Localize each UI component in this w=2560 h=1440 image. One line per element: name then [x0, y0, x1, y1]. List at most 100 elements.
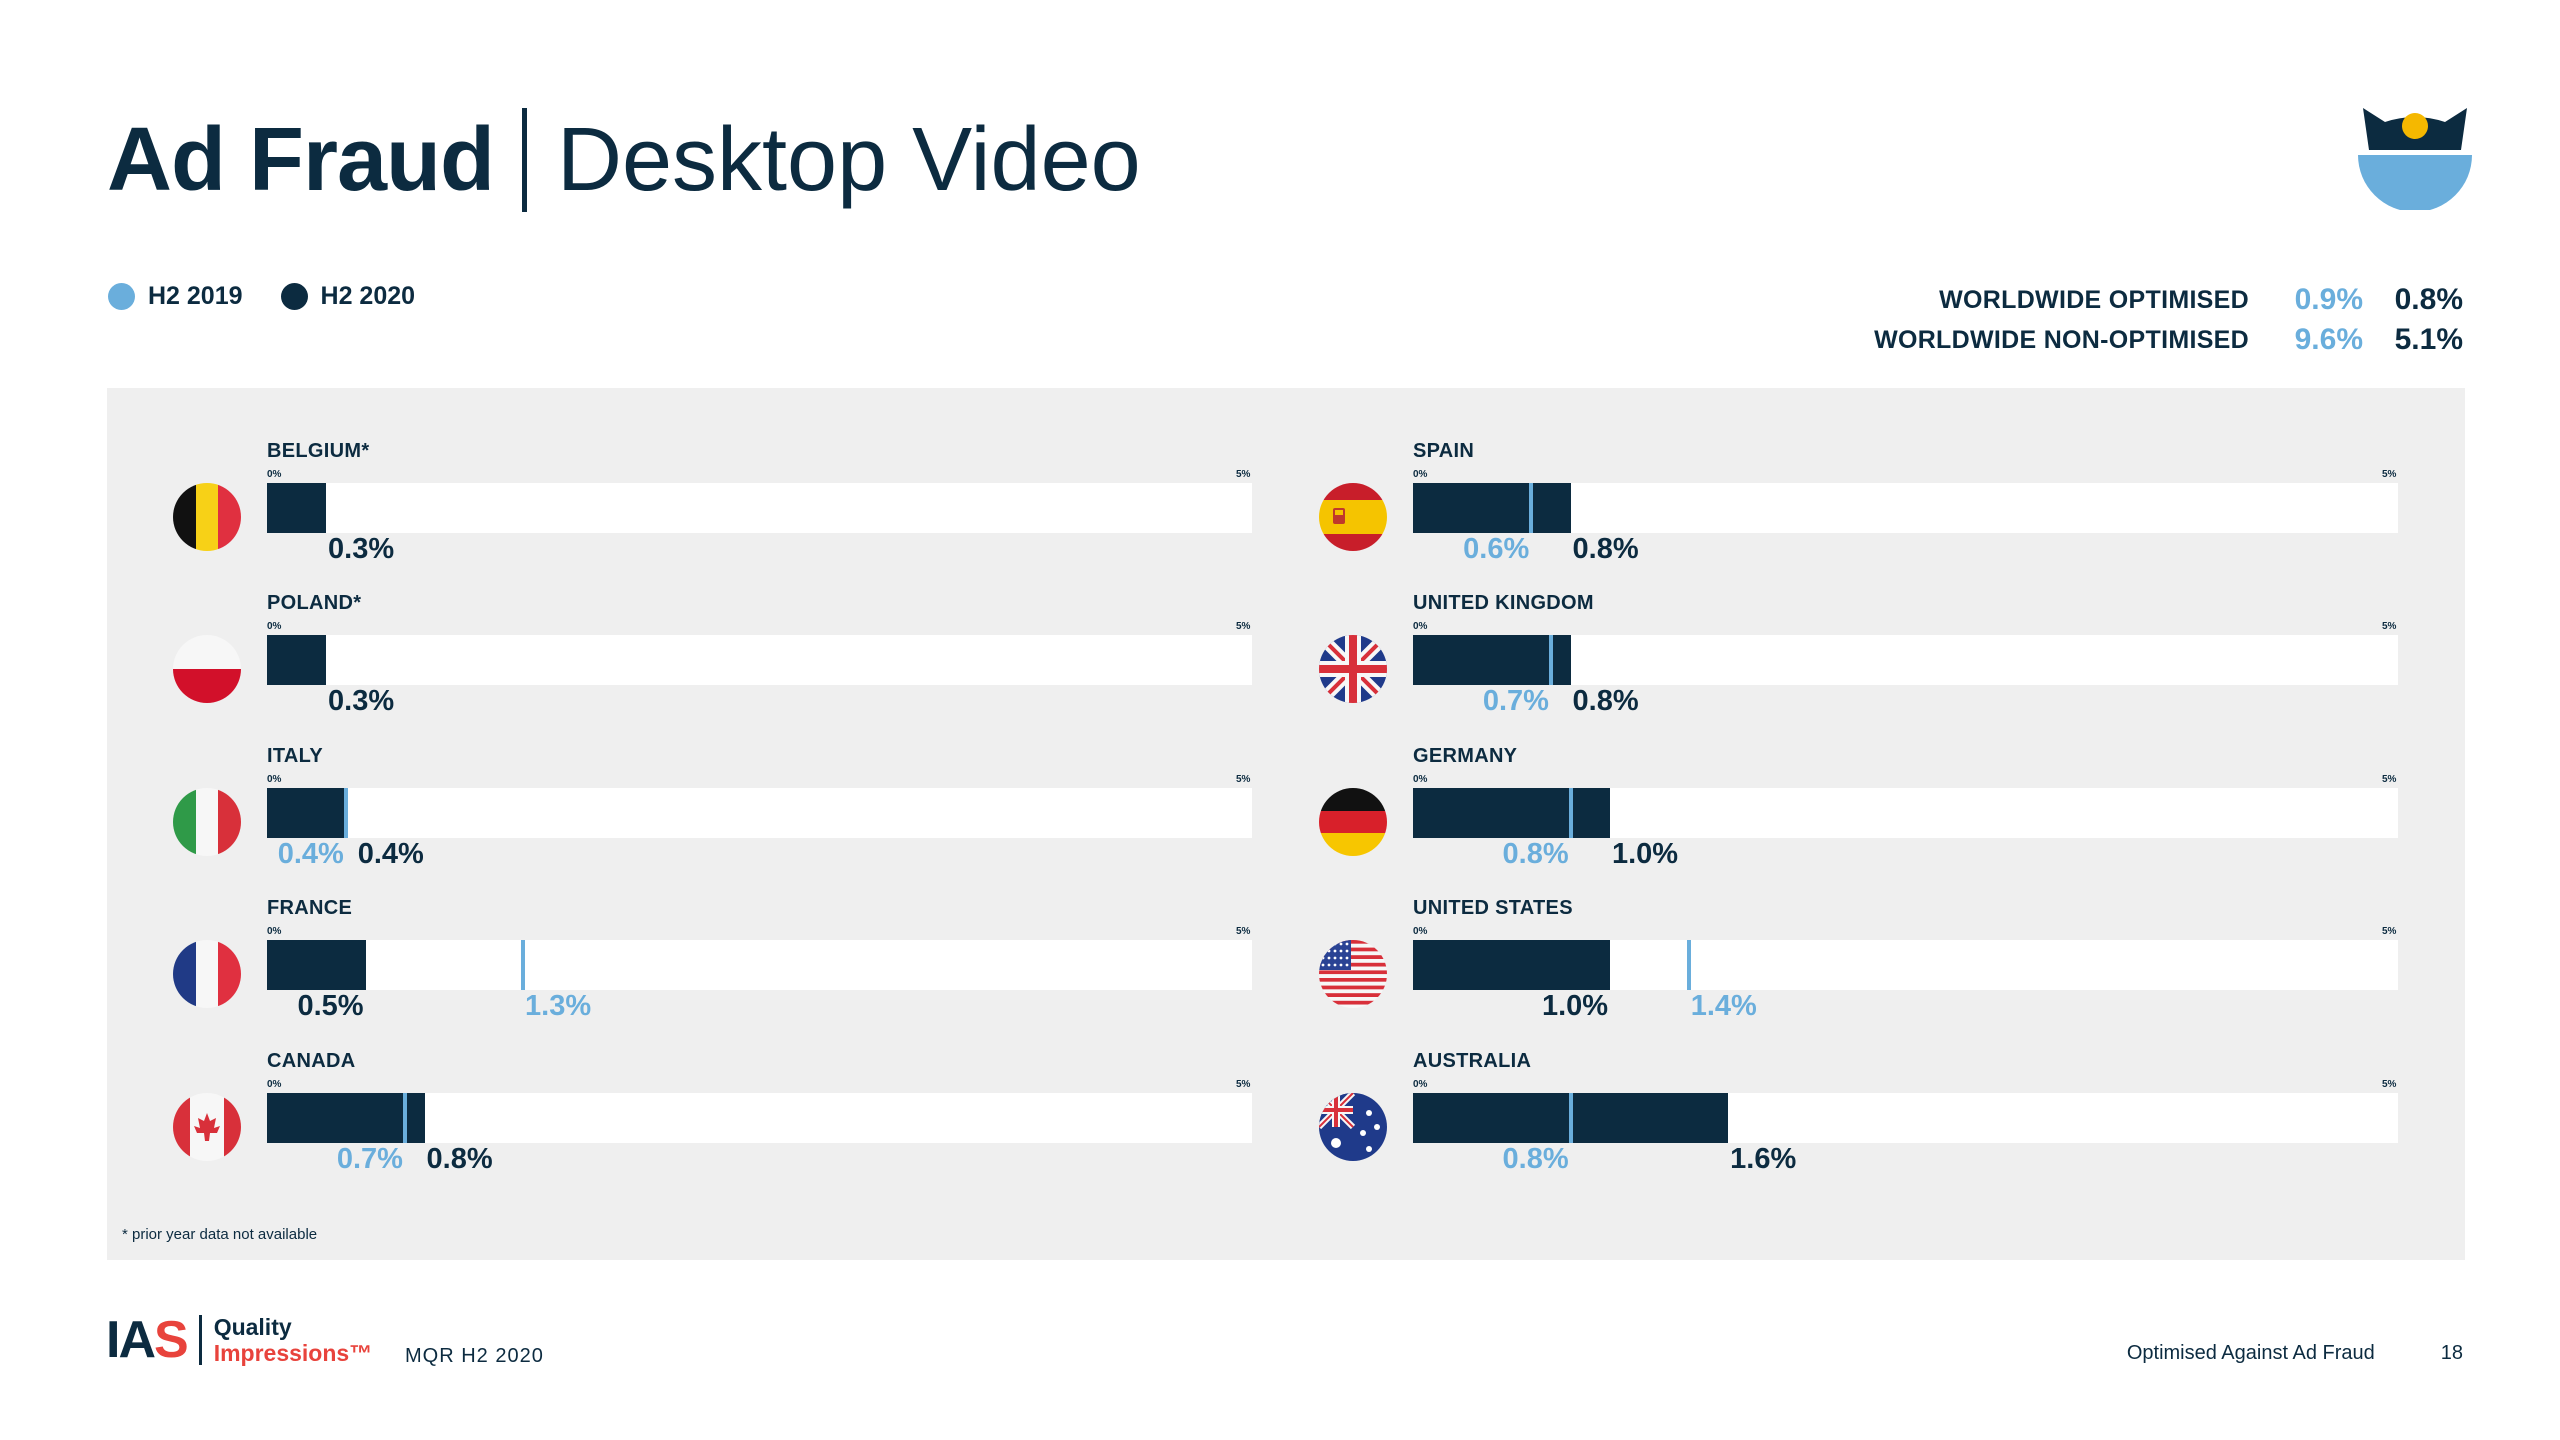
axis-max-label: 5% [2382, 1078, 2397, 1090]
axis-max-label: 5% [2382, 926, 2397, 938]
report-name: MQR H2 2020 [405, 1345, 544, 1367]
axis-min-label: 0% [267, 926, 282, 938]
axis-max-label: 5% [1236, 469, 1251, 480]
axis-max-label: 5% [1236, 773, 1251, 785]
value-h2-2020-italy: 0.4% [357, 837, 424, 870]
marker-h2-2019-australia [1568, 1092, 1573, 1143]
logo-divider [198, 1315, 202, 1365]
country-label-united-kingdom: UNITED KINGDOM [1413, 592, 1594, 615]
bar-h2-2020-italy [267, 787, 346, 838]
value-h2-2019-canada: 0.7% [336, 1142, 403, 1175]
marker-h2-2019-united-states [1686, 940, 1691, 991]
value-h2-2020-belgium: 0.3% [328, 533, 395, 565]
bar-h2-2020-poland [267, 635, 327, 686]
value-h2-2019-united-states: 1.4% [1690, 990, 1757, 1023]
title-bold: Ad Fraud [107, 109, 495, 210]
axis-min-label: 0% [267, 773, 282, 785]
bar-h2-2020-canada [267, 1092, 425, 1143]
legend: H2 2019 H2 2020 [108, 282, 453, 311]
chart-panel: * prior year data not available BELGIUM*… [107, 388, 2465, 1260]
bar-track-canada [267, 1092, 1252, 1143]
bar-track-poland [267, 635, 1252, 686]
axis-min-label: 0% [1413, 621, 1428, 633]
bar-track-spain [1413, 483, 2398, 533]
usa-flag-icon [1319, 940, 1387, 1009]
value-h2-2020-france: 0.5% [297, 990, 364, 1023]
country-label-spain: SPAIN [1413, 440, 1475, 462]
axis-min-label: 0% [1413, 469, 1428, 480]
bar-track-belgium [267, 483, 1252, 533]
value-h2-2019-united-kingdom: 0.7% [1482, 685, 1549, 718]
ias-mascot-icon [2355, 100, 2475, 212]
france-flag-icon [173, 940, 241, 1009]
value-h2-2020-germany: 1.0% [1611, 837, 1679, 870]
legend-item-2019: H2 2019 [108, 282, 243, 311]
legend-dot-2019 [108, 283, 135, 310]
worldwide-optimised-row: WORLDWIDE OPTIMISED 0.9% 0.8% [1874, 280, 2463, 320]
axis-max-label: 5% [2382, 469, 2397, 480]
worldwide-optimised-label: WORLDWIDE OPTIMISED [1939, 285, 2249, 314]
axis-max-label: 5% [1236, 926, 1251, 938]
bar-track-germany [1413, 787, 2398, 838]
axis-min-label: 0% [267, 1078, 282, 1090]
axis-max-label: 5% [1236, 1078, 1251, 1090]
value-h2-2020-spain: 0.8% [1572, 533, 1639, 565]
ias-logo: IAS Quality Impressions™ [106, 1314, 372, 1366]
worldwide-summary: WORLDWIDE OPTIMISED 0.9% 0.8% WORLDWIDE … [1874, 280, 2463, 360]
footnote: * prior year data not available [122, 1226, 318, 1243]
value-h2-2020-united-kingdom: 0.8% [1572, 685, 1639, 718]
marker-h2-2019-canada [402, 1092, 407, 1143]
ias-wordmark: IAS [106, 1314, 189, 1366]
country-label-italy: ITALY [267, 744, 323, 767]
worldwide-non-optimised-2020: 5.1% [2394, 323, 2463, 356]
bar-track-italy [267, 787, 1252, 838]
page-number: 18 [2440, 1342, 2463, 1364]
axis-max-label: 5% [2382, 621, 2397, 633]
poland-flag-icon [173, 635, 241, 704]
bar-h2-2020-belgium [267, 483, 327, 533]
bar-track-united-states [1413, 940, 2398, 991]
worldwide-non-optimised-label: WORLDWIDE NON-OPTIMISED [1874, 325, 2249, 354]
legend-label-2019: H2 2019 [148, 282, 243, 310]
spain-flag-icon [1319, 483, 1387, 551]
australia-flag-icon [1319, 1092, 1387, 1161]
belgium-flag-icon [173, 483, 241, 551]
bar-h2-2020-germany [1413, 787, 1610, 838]
bar-h2-2020-united-states [1413, 940, 1610, 991]
bar-track-france [267, 940, 1252, 991]
country-label-germany: GERMANY [1413, 744, 1518, 767]
marker-h2-2019-germany [1568, 787, 1573, 838]
bar-track-united-kingdom [1413, 635, 2398, 686]
bar-h2-2020-france [267, 940, 366, 991]
marker-h2-2019-italy [343, 787, 348, 838]
quality-impressions: Quality Impressions™ [214, 1314, 373, 1366]
worldwide-optimised-2019: 0.9% [2294, 283, 2363, 316]
axis-min-label: 0% [267, 621, 282, 633]
worldwide-non-optimised-row: WORLDWIDE NON-OPTIMISED 9.6% 5.1% [1874, 320, 2463, 360]
value-h2-2020-poland: 0.3% [328, 685, 395, 718]
page-title: Ad Fraud Desktop Video [107, 100, 1141, 220]
country-label-canada: CANADA [267, 1049, 356, 1072]
quality-label: Quality [213, 1314, 292, 1340]
title-divider [521, 108, 527, 212]
italy-flag-icon [173, 787, 241, 856]
country-label-united-states: UNITED STATES [1413, 897, 1573, 920]
country-label-australia: AUSTRALIA [1413, 1049, 1532, 1072]
footer-right: Optimised Against Ad Fraud 18 [2127, 1342, 2463, 1365]
title-light: Desktop Video [556, 109, 1141, 210]
axis-min-label: 0% [1413, 773, 1428, 785]
value-h2-2020-canada: 0.8% [426, 1142, 493, 1175]
value-h2-2019-australia: 0.8% [1502, 1142, 1569, 1175]
legend-dot-2020 [280, 283, 308, 310]
impressions-label: Impressions™ [213, 1340, 373, 1366]
country-label-poland: POLAND* [267, 592, 362, 615]
value-h2-2019-france: 1.3% [525, 990, 592, 1023]
axis-min-label: 0% [1413, 926, 1428, 938]
axis-max-label: 5% [1236, 621, 1251, 633]
worldwide-non-optimised-2019: 9.6% [2294, 323, 2363, 356]
value-h2-2019-italy: 0.4% [277, 837, 344, 870]
section-name: Optimised Against Ad Fraud [2126, 1342, 2375, 1364]
country-label-belgium: BELGIUM* [267, 440, 370, 462]
bar-h2-2020-spain [1413, 483, 1571, 533]
value-h2-2019-spain: 0.6% [1463, 533, 1530, 565]
